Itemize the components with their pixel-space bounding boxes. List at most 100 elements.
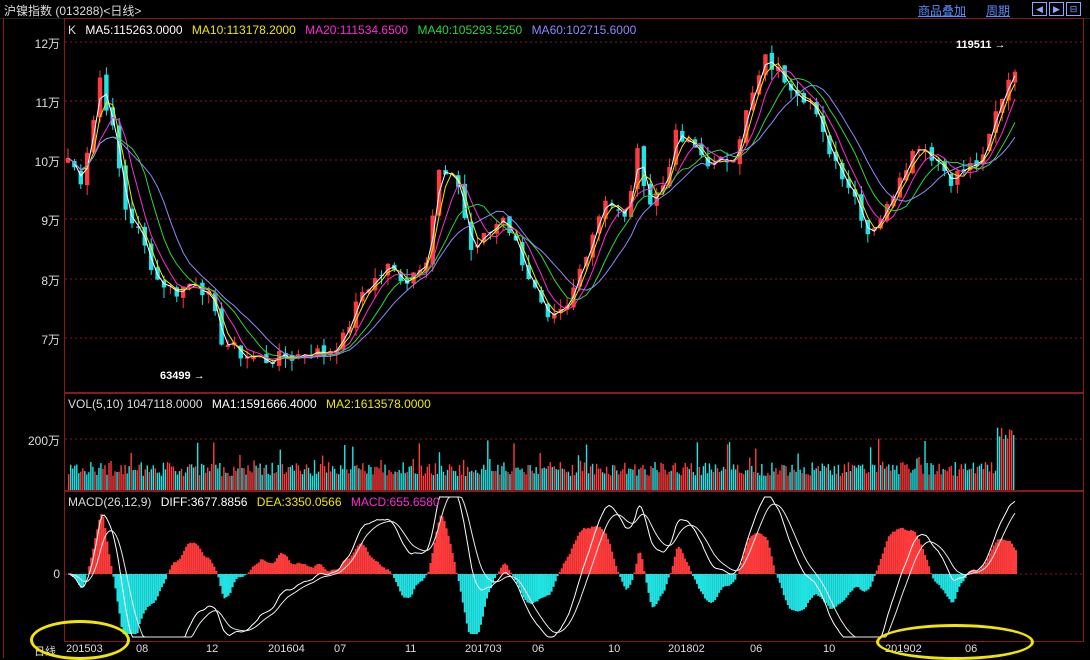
macd-histogram-bar <box>314 565 317 574</box>
macd-histogram-bar <box>88 566 91 574</box>
macd-panel[interactable] <box>64 491 1084 642</box>
macd-histogram-bar <box>461 574 464 603</box>
volume-bar <box>88 472 90 490</box>
volume-bar <box>791 464 793 490</box>
macd-histogram-bar <box>504 563 507 574</box>
macd-histogram-bar <box>546 574 549 596</box>
macd-histogram-bar <box>592 526 596 574</box>
ma5-label: MA5:115263.0000 <box>85 23 183 37</box>
volume-bar <box>942 468 944 490</box>
ma20-label: MA20:111534.6500 <box>305 23 409 37</box>
kline-panel[interactable] <box>64 18 1084 393</box>
macd-histogram-bar <box>356 545 359 574</box>
volume-bar <box>793 469 795 490</box>
volume-bar <box>720 470 723 490</box>
volume-bar <box>446 469 449 490</box>
macd-histogram-bar <box>885 541 888 574</box>
candle-body <box>827 135 832 155</box>
macd-histogram-bar <box>738 569 741 574</box>
macd-histogram-bar <box>879 558 882 574</box>
candle-body <box>635 148 640 189</box>
volume-bar <box>372 474 374 490</box>
macd-histogram-bar <box>1004 540 1007 574</box>
macd-histogram-bar <box>255 563 258 574</box>
overlay-menu-link[interactable]: 商品叠加 <box>918 4 967 18</box>
candle-body <box>904 170 909 181</box>
volume-bar <box>454 471 457 490</box>
macd-histogram-bar <box>496 574 499 575</box>
volume-bar <box>521 468 523 490</box>
volume-bar <box>875 471 878 490</box>
macd-histogram-bar <box>552 574 555 587</box>
expand-icon[interactable]: ⊟ <box>1066 2 1081 16</box>
volume-bar <box>742 474 745 490</box>
volume-bar <box>364 471 366 490</box>
ma10-label: MA10:113178.2000 <box>191 23 296 37</box>
macd-histogram-bar <box>320 564 323 574</box>
volume-bar <box>569 475 572 490</box>
volume-bar <box>549 462 551 490</box>
macd-histogram-bar <box>756 532 759 574</box>
macd-histogram-bar <box>928 566 931 574</box>
volume-bar <box>418 443 421 490</box>
macd-histogram-bar <box>94 538 97 574</box>
volume-bar <box>468 471 471 490</box>
volume-bar <box>807 474 809 490</box>
volume-bar <box>775 468 777 490</box>
volume-bar <box>388 470 390 490</box>
volume-bar <box>829 470 832 490</box>
macd-histogram-bar <box>92 548 95 574</box>
macd-histogram-bar <box>992 545 995 574</box>
volume-legend: VOL(5,10) 1047118.0000 MA1:1591666.4000 … <box>68 397 437 411</box>
volume-bar <box>902 462 904 490</box>
volume-bar <box>380 460 382 490</box>
macd-histogram-bar <box>940 574 943 589</box>
macd-histogram-bar <box>922 549 925 574</box>
macd-histogram-bar <box>140 574 143 619</box>
macd-histogram-bar <box>273 561 276 574</box>
volume-bar <box>583 462 586 490</box>
macd-histogram-bar <box>118 574 121 614</box>
period-menu-link[interactable]: 周期 <box>986 4 1011 18</box>
volume-bar <box>74 465 76 490</box>
candle-body <box>97 77 103 118</box>
macd-histogram-bar <box>498 571 501 574</box>
x-tick-label: 10 <box>823 643 836 655</box>
next-icon[interactable]: ▶ <box>1049 2 1064 16</box>
volume-bar <box>797 453 799 490</box>
ma20-line <box>67 69 1016 360</box>
macd-histogram-bar <box>996 539 999 574</box>
macd-histogram-bar <box>762 536 765 574</box>
macd-histogram-bar <box>102 516 105 574</box>
macd-histogram-bar <box>609 543 612 574</box>
volume-bar <box>537 473 539 490</box>
prev-icon[interactable]: ◀ <box>1032 2 1047 16</box>
volume-bar <box>378 468 380 490</box>
volume-panel[interactable] <box>64 393 1084 491</box>
volume-bar <box>565 472 568 490</box>
macd-histogram-bar <box>869 574 872 587</box>
volume-bar <box>311 475 314 490</box>
macd-histogram-bar <box>483 574 486 607</box>
candle-body <box>65 157 71 163</box>
volume-bar <box>327 462 330 490</box>
macd-histogram-bar <box>590 526 593 574</box>
macd-histogram-bar <box>956 574 959 593</box>
volume-bar <box>315 473 318 490</box>
macd-histogram-bar <box>912 530 915 574</box>
window-title: 沪镍指数 (013288)<日线> <box>4 4 142 18</box>
macd-histogram-bar <box>528 574 531 604</box>
macd-histogram-bar <box>663 574 666 591</box>
volume-bar <box>108 462 110 490</box>
volume-bar <box>176 474 179 490</box>
macd-histogram-bar <box>766 539 769 574</box>
volume-bar <box>924 440 926 490</box>
volume-bar <box>734 469 737 490</box>
macd-histogram-bar <box>455 572 458 574</box>
volume-bar <box>712 471 715 490</box>
volume-bar <box>843 464 846 490</box>
macd-histogram-bar <box>540 574 543 599</box>
macd-histogram-bar <box>863 574 866 592</box>
volume-bar <box>954 462 956 490</box>
macd-histogram-bar <box>449 543 452 574</box>
